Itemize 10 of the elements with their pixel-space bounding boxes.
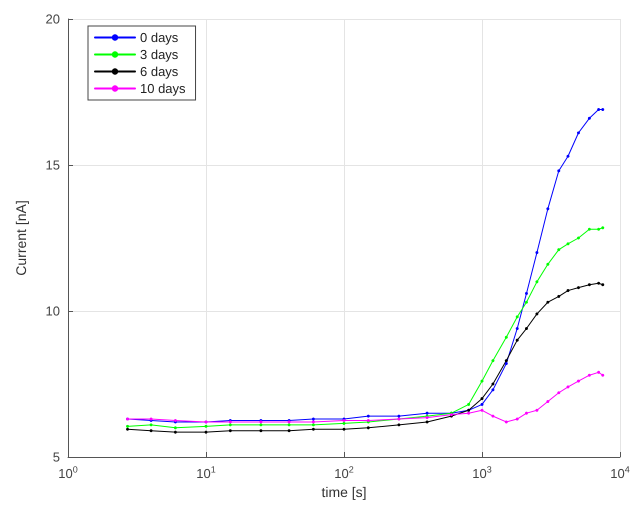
legend-label: 0 days [140, 30, 179, 45]
y-tick-label: 10 [46, 304, 60, 318]
y-axis-title: Current [nA] [13, 200, 29, 276]
y-tick-label: 15 [46, 158, 60, 172]
y-tick-label: 5 [52, 450, 60, 464]
legend-label: 6 days [140, 64, 179, 79]
x-axis-title: time [s] [321, 484, 367, 500]
legend-label: 10 days [140, 81, 186, 96]
y-tick-label: 20 [46, 12, 60, 26]
legend-label: 3 days [140, 47, 179, 62]
